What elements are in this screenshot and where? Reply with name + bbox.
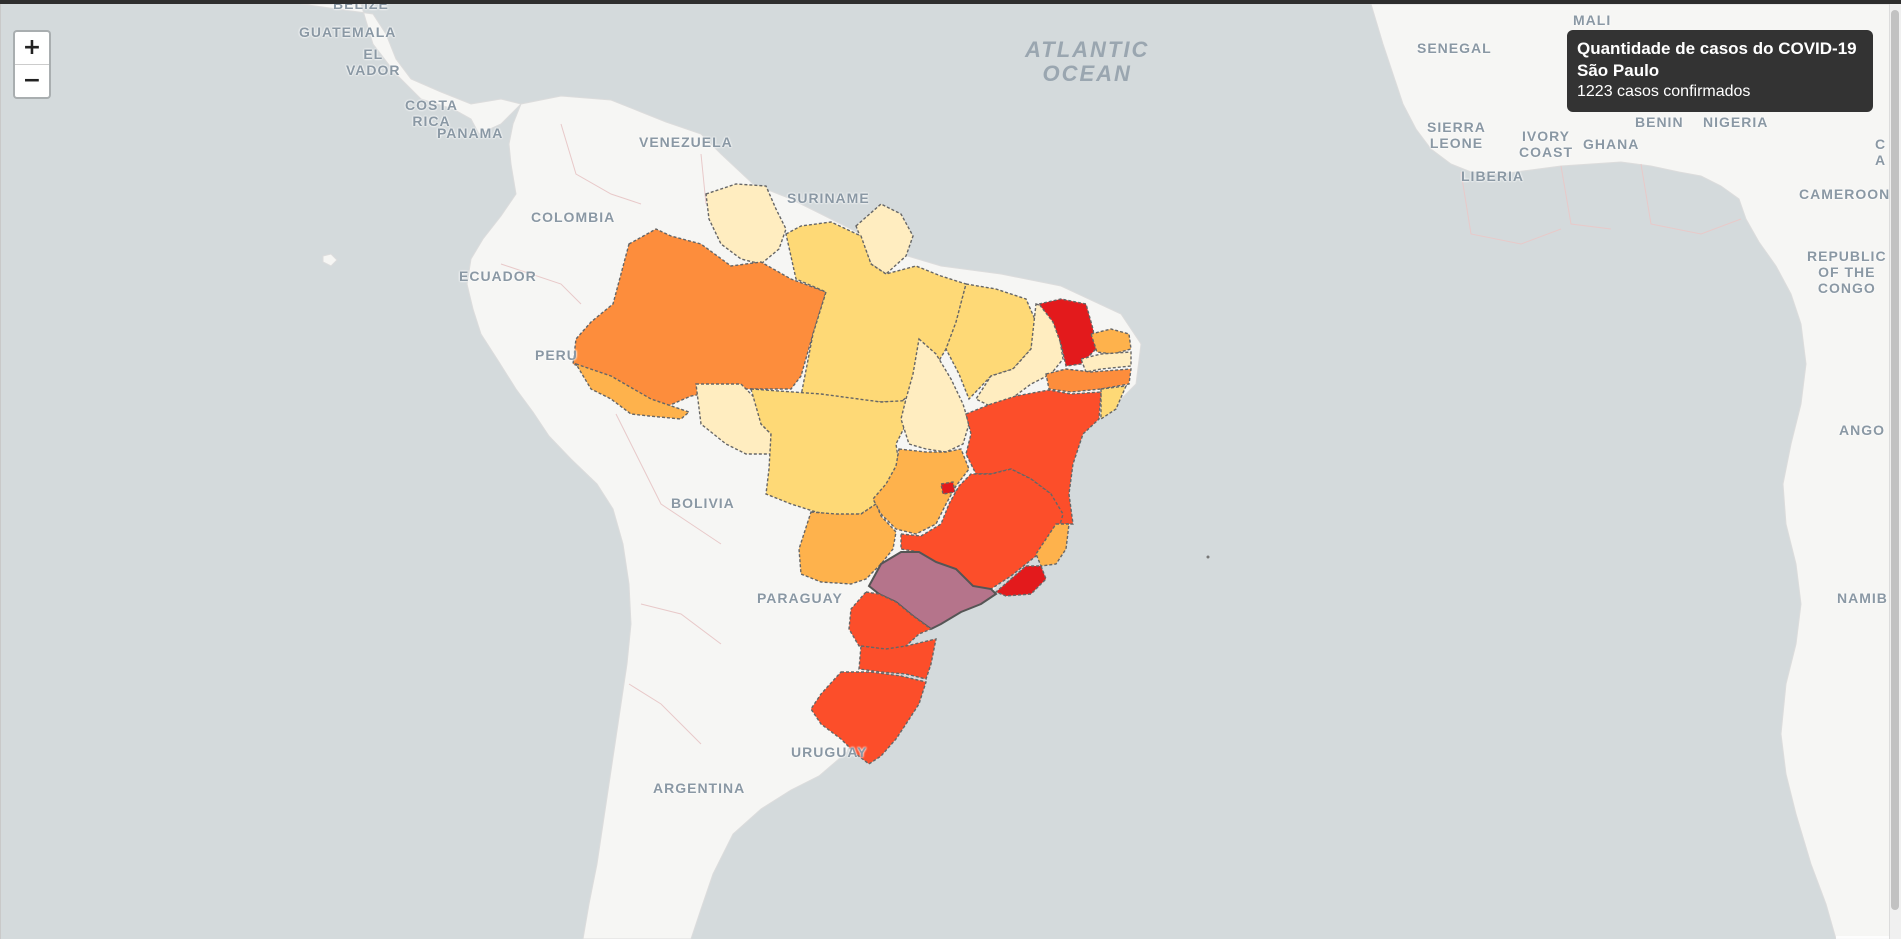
- label-peru: PERU: [535, 347, 578, 363]
- island: [322, 253, 338, 267]
- state-pernambuco[interactable]: [1045, 368, 1132, 393]
- label-panama: PANAMA: [437, 125, 504, 141]
- label-paraguay: PARAGUAY: [757, 590, 843, 606]
- label-mali: MALI: [1573, 12, 1612, 28]
- label-bolivia: BOLIVIA: [671, 495, 735, 511]
- label-ecuador: ECUADOR: [459, 268, 537, 284]
- state-alagoas[interactable]: [1100, 385, 1128, 421]
- state-rio-grande-do-norte[interactable]: [1090, 328, 1132, 355]
- zoom-control: + −: [13, 30, 51, 99]
- label-liberia: LIBERIA: [1461, 168, 1524, 184]
- state-maranhao[interactable]: [945, 283, 1038, 401]
- label-argentina: ARGENTINA: [653, 780, 746, 796]
- scrollbar-thumb[interactable]: [1891, 10, 1899, 910]
- label-nigeria: NIGERIA: [1703, 114, 1769, 130]
- label-senegal: SENEGAL: [1417, 40, 1492, 56]
- label-suriname: SURINAME: [787, 190, 870, 206]
- state-mato-grosso[interactable]: [750, 388, 918, 517]
- info-state-name: São Paulo: [1577, 61, 1660, 80]
- label-sierra-leone: SIERRA LEONE: [1427, 119, 1486, 151]
- state-rio-de-janeiro[interactable]: [994, 565, 1047, 597]
- state-goias[interactable]: [872, 448, 970, 535]
- label-costa-rica: COSTA RICA: [405, 97, 458, 129]
- label-uruguay: URUGUAY: [791, 744, 868, 760]
- state-acre[interactable]: [574, 362, 691, 420]
- attribution: [1836, 936, 1890, 939]
- label-republic-of-the-congo: REPUBLIC OF THE CONGO: [1807, 248, 1887, 296]
- state-espirito-santo[interactable]: [1035, 523, 1070, 567]
- fernando-de-noronha-island: [1206, 555, 1210, 559]
- label-colombia: COLOMBIA: [531, 209, 616, 225]
- central-america-land: [300, 4, 522, 135]
- state-distrito-federal[interactable]: [940, 481, 956, 495]
- africa-land: [1370, 4, 1890, 939]
- map-canvas[interactable]: [1, 4, 1890, 939]
- label-central-african: C A: [1875, 136, 1887, 168]
- state-roraima[interactable]: [705, 183, 787, 265]
- info-title: Quantidade de casos do COVID-19: [1577, 39, 1857, 58]
- land-layer: [300, 4, 1890, 939]
- state-santa-catarina[interactable]: [858, 638, 937, 680]
- info-panel: Quantidade de casos do COVID-19 São Paul…: [1567, 30, 1873, 112]
- state-ceara[interactable]: [1037, 298, 1097, 367]
- label-cameroon: CAMEROON: [1799, 186, 1890, 202]
- label-namibia: NAMIB: [1837, 590, 1888, 606]
- zoom-out-button[interactable]: −: [15, 64, 49, 97]
- label-ghana: GHANA: [1583, 136, 1640, 152]
- country-borders: [500, 123, 1742, 745]
- map-container[interactable]: BELIZE GUATEMALA EL VADOR COSTA RICA PAN…: [0, 4, 1890, 939]
- state-rio-grande-do-sul[interactable]: [810, 671, 927, 765]
- label-ivory-coast: IVORY COAST: [1519, 128, 1573, 160]
- top-bar: [0, 0, 1901, 4]
- state-amazonas[interactable]: [572, 228, 827, 410]
- label-angola: ANGO: [1839, 422, 1885, 438]
- label-belize: BELIZE: [333, 4, 389, 12]
- label-benin: BENIN: [1635, 114, 1684, 130]
- label-venezuela: VENEZUELA: [639, 134, 733, 150]
- brazil-states[interactable]: [572, 183, 1132, 765]
- zoom-in-button[interactable]: +: [22, 35, 42, 60]
- label-guatemala: GUATEMALA: [299, 24, 397, 40]
- state-bahia[interactable]: [965, 389, 1102, 525]
- label-atlantic-ocean: Atlantic Ocean: [1025, 37, 1150, 86]
- state-mato-grosso-do-sul[interactable]: [798, 502, 897, 585]
- info-cases: 1223 casos confirmados: [1577, 83, 1751, 100]
- label-el-salvador: EL VADOR: [346, 46, 401, 78]
